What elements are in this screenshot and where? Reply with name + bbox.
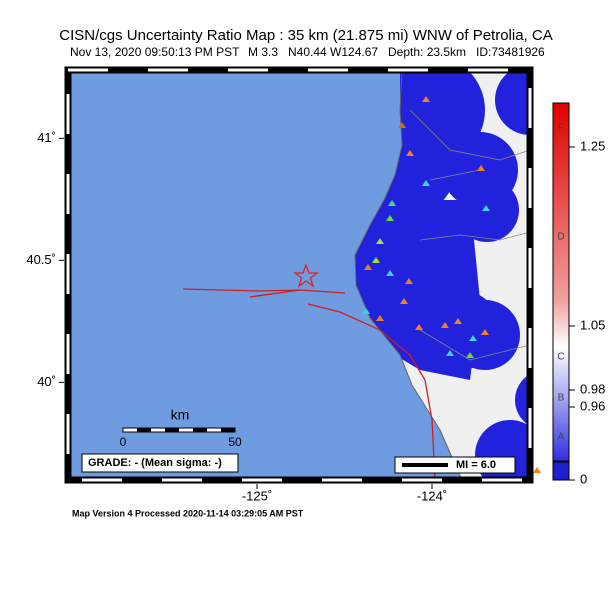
- grade-box: [81, 453, 239, 473]
- colorbar-zero: [552, 461, 570, 481]
- grade-letter: D: [557, 232, 564, 243]
- grade-letter: A: [558, 432, 565, 443]
- boundaries: [409, 109, 531, 361]
- grade-letter: B: [558, 393, 565, 404]
- x-tick-label: -124˚: [417, 488, 447, 503]
- frame-stripes: [66, 68, 532, 482]
- epicenter: [293, 263, 319, 288]
- faults: [182, 288, 436, 481]
- colorbar-tick-label: 0.98: [580, 381, 605, 396]
- grade-letter: C: [557, 352, 564, 363]
- y-tick-label: 40.5˚: [26, 252, 56, 267]
- subtitle: Nov 13, 2020 09:50:13 PM PST M 3.3 N40.4…: [70, 45, 545, 59]
- stations: [362, 96, 541, 473]
- grade: GRADE: - (Mean sigma: -): [88, 457, 222, 469]
- colorbar-labels: F D C B A 1.25 1.05 0.98 0.96 0: [557, 123, 605, 487]
- colorbar-tick-label: 1.25: [580, 138, 605, 153]
- y-tick-label: 41˚: [37, 130, 56, 145]
- scale-bar: km 0 50: [120, 407, 242, 449]
- map-axes: -125˚ -124˚ 41˚ 40.5˚ 40˚: [26, 130, 447, 504]
- footer: Map Version 4 Processed 2020-11-14 03:29…: [72, 508, 304, 518]
- scale-label: 0: [120, 435, 127, 449]
- colorbar-tick-label: 0: [580, 471, 587, 486]
- map: km 0 50 GRADE: - (Mean sigma: -) MI = 6.…: [64, 66, 541, 484]
- y-tick-label: 40˚: [37, 374, 56, 389]
- coastline: [354, 69, 463, 481]
- legend-box: [394, 456, 516, 474]
- subtitle-date: Nov 13, 2020 09:50:13 PM PST: [70, 45, 240, 59]
- subtitle-loc: N40.44 W124.67: [288, 45, 378, 59]
- subtitle-id: ID:73481926: [476, 45, 545, 59]
- colorbar: [552, 102, 570, 481]
- grade-letter: F: [558, 123, 564, 134]
- scale-label: 50: [228, 435, 242, 449]
- x-tick-label: -125˚: [242, 488, 272, 503]
- title: CISN/cgs Uncertainty Ratio Map : 35 km (…: [59, 27, 552, 44]
- subtitle-depth: Depth: 23.5km: [388, 45, 466, 59]
- colorbar-scale: [552, 102, 570, 462]
- colorbar-tick-label: 1.05: [580, 317, 605, 332]
- subtitle-mag: M 3.3: [248, 45, 278, 59]
- scale-unit: km: [171, 407, 190, 423]
- legend-label: MI = 6.0: [456, 459, 496, 471]
- colorbar-tick-label: 0.96: [580, 398, 605, 413]
